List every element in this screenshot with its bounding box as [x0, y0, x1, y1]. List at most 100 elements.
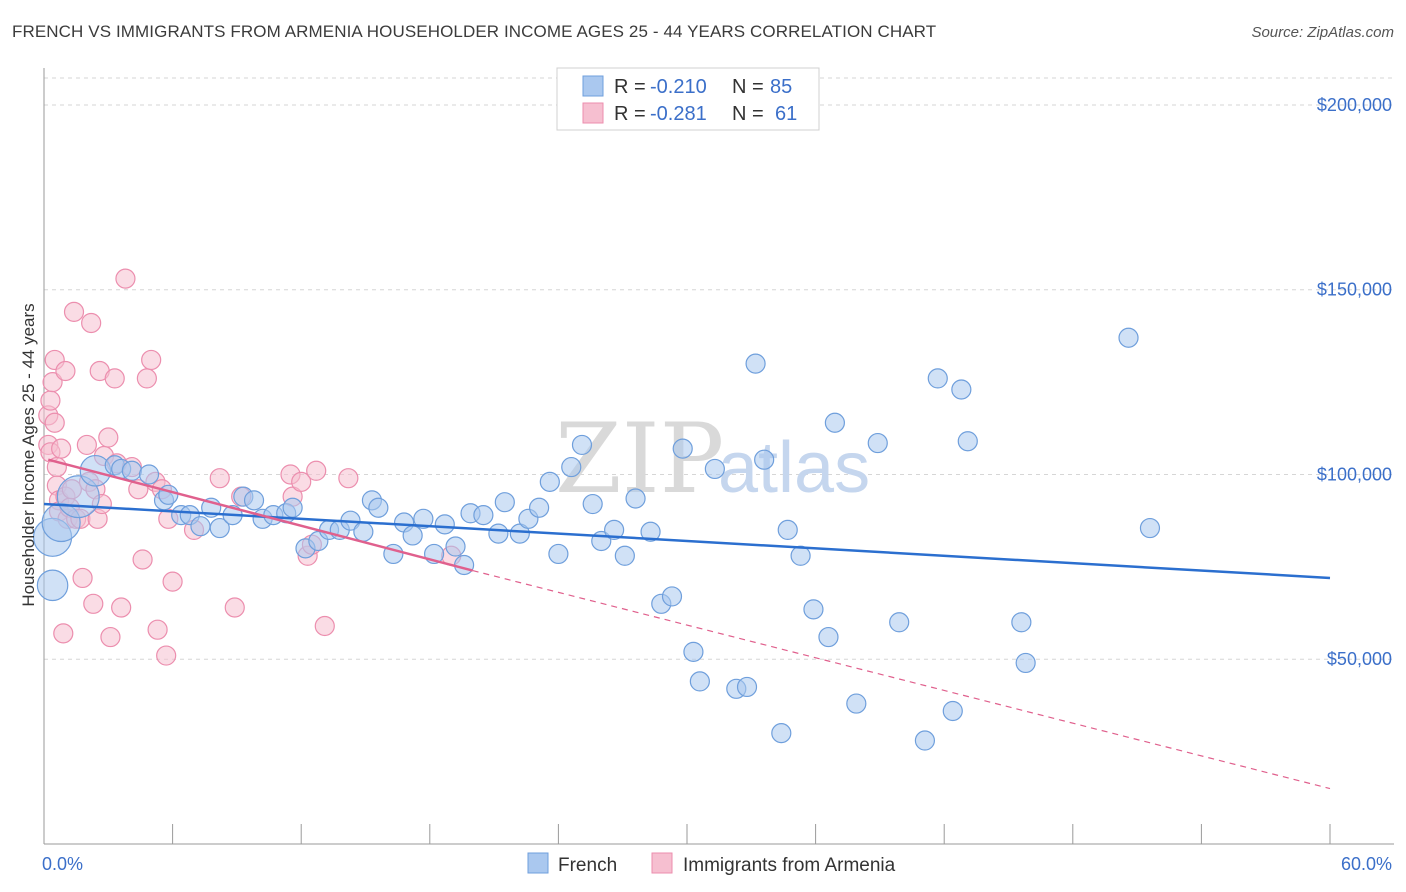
- armenia-point-13: [55, 360, 76, 382]
- french-point-57: [661, 586, 683, 607]
- french-point-40: [473, 505, 494, 526]
- armenia-point-11: [51, 438, 72, 459]
- series-legend-label-armenia: Immigrants from Armenia: [683, 855, 896, 876]
- armenia-point-59: [338, 468, 359, 489]
- french-point-50: [582, 493, 603, 515]
- armenia-point-12: [53, 623, 74, 644]
- legend-n-value-1: 85: [770, 76, 792, 98]
- legend-r-value-2: -0.281: [650, 103, 707, 125]
- armenia-point-58: [314, 615, 335, 637]
- y-tick-label-2: $150,000: [1317, 280, 1392, 300]
- armenia-point-33: [104, 368, 125, 389]
- french-point-69: [803, 599, 824, 620]
- armenia-point-21: [72, 567, 93, 589]
- french-point-7: [121, 460, 142, 481]
- y-axis-label: Householder Income Ages 25 - 44 years: [19, 303, 38, 606]
- french-point-61: [704, 458, 725, 480]
- series-legend: French Immigrants from Armenia: [527, 852, 896, 876]
- french-point-52: [604, 519, 625, 541]
- armenia-point-45: [156, 645, 177, 666]
- french-point-54: [625, 488, 646, 509]
- french-point-83: [1139, 517, 1161, 539]
- french-point-73: [867, 432, 888, 454]
- armenia-point-49: [209, 468, 230, 489]
- armenia-point-4: [42, 371, 63, 393]
- trend-lines: [43, 458, 1331, 790]
- french-point-55: [640, 521, 661, 542]
- french-point-28: [353, 521, 374, 542]
- y-tick-label-1: $100,000: [1317, 464, 1392, 484]
- legend-r-label-1: R =: [614, 76, 646, 98]
- armenia-point-2: [40, 390, 61, 411]
- french-point-72: [846, 693, 867, 714]
- armenia-point-24: [81, 312, 102, 334]
- french-point-75: [914, 730, 936, 751]
- armenia-point-6: [44, 412, 65, 433]
- armenia-trend-line: [47, 458, 473, 572]
- legend-n-value-2: 61: [775, 103, 797, 125]
- armenia-point-54: [291, 471, 312, 492]
- french-point-82: [1118, 327, 1139, 348]
- french-point-64: [745, 353, 766, 374]
- french-points: [32, 327, 1161, 751]
- legend-swatch-french: [582, 75, 604, 97]
- armenia-point-25: [83, 593, 104, 614]
- french-point-77: [942, 700, 963, 722]
- french-point-76: [927, 368, 948, 389]
- french-point-42: [494, 492, 515, 513]
- armenia-point-31: [98, 427, 119, 448]
- armenia-point-41: [141, 349, 162, 371]
- french-point-38: [453, 554, 475, 576]
- french-point-8: [138, 464, 160, 485]
- armenia-point-40: [136, 368, 157, 389]
- french-point-60: [689, 671, 710, 692]
- legend-r-value-1: -0.210: [650, 76, 707, 98]
- armenia-point-32: [100, 626, 121, 648]
- french-point-53: [614, 545, 635, 566]
- french-point-45: [529, 497, 550, 518]
- french-point-41: [488, 523, 509, 544]
- french-point-49: [571, 434, 593, 456]
- french-trend-line: [43, 502, 1331, 580]
- series-legend-label-french: French: [558, 855, 617, 876]
- x-ticks: [43, 824, 1331, 844]
- french-point-74: [889, 612, 910, 633]
- y-tick-label-0: $50,000: [1327, 649, 1392, 669]
- series-legend-swatch-french: [527, 852, 549, 874]
- french-point-59: [683, 641, 704, 662]
- french-point-36: [434, 514, 455, 535]
- french-point-67: [777, 519, 798, 541]
- french-point-1: [36, 569, 69, 602]
- french-point-18: [243, 490, 265, 511]
- y-tick-labels: $50,000 $100,000 $150,000 $200,000: [1317, 95, 1392, 669]
- french-point-34: [413, 508, 434, 529]
- x-min-label: 0.0%: [42, 854, 83, 874]
- french-point-80: [1011, 612, 1032, 633]
- french-point-33: [402, 525, 423, 546]
- armenia-point-50: [224, 597, 245, 618]
- watermark-atlas: atlas: [718, 428, 870, 508]
- french-point-48: [561, 456, 582, 478]
- french-point-13: [190, 516, 211, 537]
- french-point-37: [445, 536, 466, 557]
- y-tick-label-3: $200,000: [1317, 95, 1392, 115]
- french-point-58: [672, 438, 693, 459]
- french-point-30: [368, 497, 389, 518]
- source-credit: Source: ZipAtlas.com: [1251, 24, 1394, 41]
- legend-n-label-1: N =: [732, 76, 764, 98]
- french-point-70: [818, 626, 839, 648]
- grid-lines: [44, 77, 1394, 660]
- legend-r-label-2: R =: [614, 103, 646, 125]
- french-point-71: [824, 412, 845, 433]
- armenia-point-35: [111, 597, 132, 618]
- chart-title: FRENCH VS IMMIGRANTS FROM ARMENIA HOUSEH…: [12, 22, 937, 41]
- armenia-point-22: [76, 434, 97, 456]
- x-max-label: 60.0%: [1341, 854, 1392, 874]
- french-point-22: [282, 497, 303, 518]
- french-point-46: [539, 471, 560, 492]
- legend-swatch-armenia: [582, 102, 604, 124]
- stats-legend: R = -0.210 N = 85 R = -0.281 N = 61: [556, 67, 820, 131]
- armenia-point-47: [162, 571, 183, 592]
- french-point-47: [548, 543, 569, 565]
